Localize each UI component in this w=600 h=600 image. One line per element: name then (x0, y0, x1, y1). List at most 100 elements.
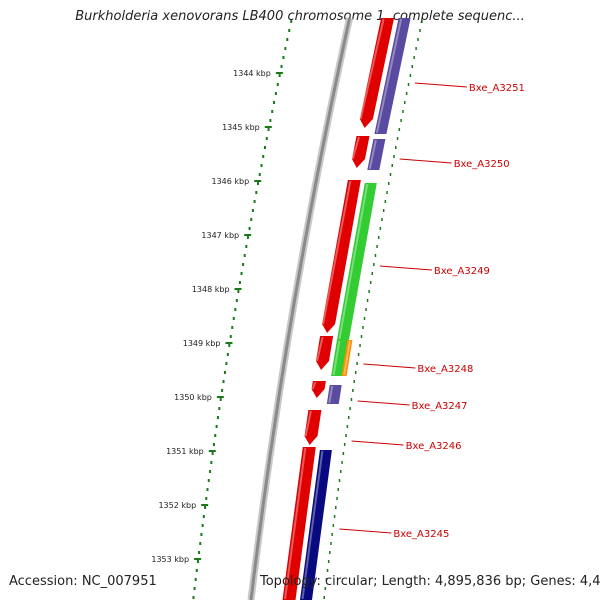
ruler-dot (282, 56, 285, 59)
gene-label[interactable]: Bxe_A3251 (469, 83, 525, 94)
ruler-dot (260, 164, 263, 167)
track-guide-dot (327, 560, 330, 563)
ruler-dot (246, 236, 249, 239)
ruler-dot (221, 389, 224, 392)
ruler-dot (232, 317, 235, 320)
track-guide-dot (335, 506, 337, 509)
track-guide-dot (337, 488, 340, 491)
ruler-tick-label: 1344 kbp (233, 69, 271, 78)
track-guide-dot (396, 137, 399, 140)
reverse-cds[interactable] (300, 450, 332, 600)
forward-cds[interactable] (282, 447, 316, 600)
reverse-cds[interactable] (367, 139, 386, 170)
ruler-dot (235, 299, 238, 302)
track-guide-dot (381, 218, 383, 221)
forward-cds[interactable] (316, 336, 334, 370)
ruler-dot (253, 200, 256, 203)
ruler-tick-label: 1348 kbp (192, 285, 230, 294)
track-guide-dot (391, 164, 393, 167)
ruler-dot (238, 281, 241, 284)
ruler-dot (202, 515, 205, 518)
track-guide-dot (332, 524, 335, 527)
track-guide-dot (405, 92, 408, 95)
ruler-dot (193, 587, 196, 590)
gene-label[interactable]: Bxe_A3250 (454, 159, 510, 170)
ruler-dot (255, 191, 258, 194)
track-guide-dot (384, 200, 387, 203)
ruler-tick-label: 1347 kbp (201, 231, 239, 240)
forward-cds[interactable] (304, 410, 322, 445)
ruler-major-tick (208, 450, 216, 452)
ruler-dot (195, 569, 198, 572)
track-guide-dot (352, 389, 354, 392)
track-guide-dot (407, 83, 410, 86)
track-guide-dot (379, 227, 382, 230)
ruler-major-tick (216, 396, 224, 398)
misc-feature[interactable] (336, 183, 377, 340)
forward-cds[interactable] (322, 180, 361, 333)
gene-label[interactable]: Bxe_A3246 (406, 441, 462, 452)
forward-cds[interactable] (359, 18, 395, 128)
ruler-dot (205, 497, 208, 500)
track-guide-dot (415, 47, 417, 50)
track-guide-dot (366, 299, 369, 302)
track-guide-dot (369, 281, 372, 284)
gene-labels: Bxe_A3251 Bxe_A3250 Bxe_A3249 Bxe_A3248 Bxe_… (339, 82, 525, 540)
ruler-tick-label: 1353 kbp (151, 555, 189, 564)
map-title: Burkholderia xenovorans LB400 chromosome… (75, 9, 525, 24)
track-guide-dot (393, 155, 395, 158)
track-guide-dot (398, 128, 401, 131)
genome-summary-text: Topology: circular; Length: 4,895,836 bp… (260, 574, 600, 589)
ruler-dot (245, 245, 248, 248)
ruler-dot (258, 173, 261, 176)
track-guide-dot (421, 20, 423, 23)
gene-label[interactable]: Bxe_A3247 (412, 401, 468, 412)
track-guide-dot (419, 29, 421, 32)
forward-cds[interactable] (351, 136, 370, 168)
ruler-dot (243, 254, 246, 257)
reverse-cds[interactable] (326, 385, 342, 404)
ruler-dot (290, 20, 293, 23)
gene-leader-line (399, 158, 452, 164)
ruler-dot (242, 263, 245, 266)
ruler-dot (280, 65, 283, 68)
ruler-dot (248, 227, 251, 230)
ruler-dot (210, 461, 213, 464)
track-guide-dot (365, 308, 367, 311)
ruler-dot (231, 326, 234, 329)
ruler-dot (225, 362, 228, 365)
gene-label[interactable]: Bxe_A3249 (434, 266, 490, 277)
track-guide-dot (354, 371, 357, 374)
track-guide-dot (338, 479, 341, 482)
reverse-cds[interactable] (374, 18, 411, 134)
track-guide-dot (374, 254, 377, 257)
repeat-feature[interactable] (341, 340, 353, 376)
track-guide-dot (356, 362, 358, 365)
ruler-dot (201, 524, 204, 527)
track-guide-dot (343, 443, 346, 446)
track-guide-dot (349, 407, 351, 410)
track-guide-dot (373, 263, 375, 266)
ruler-dot (199, 542, 202, 545)
gene-leader-line (414, 82, 467, 88)
ruler-dot (209, 470, 212, 473)
ruler-major-tick (264, 126, 272, 128)
ruler-dot (211, 452, 214, 455)
track-guide-dot (411, 65, 414, 68)
ruler-dot (284, 47, 287, 50)
track-guide-dot (404, 101, 406, 104)
backbone-line (249, 17, 352, 600)
ruler-dot (216, 416, 219, 419)
ruler-major-tick (225, 342, 233, 344)
ruler-dot (278, 74, 281, 77)
gene-label[interactable]: Bxe_A3248 (417, 364, 473, 375)
gene-leader-line (351, 440, 404, 446)
ruler-dot (262, 155, 265, 158)
gene-label[interactable]: Bxe_A3245 (393, 529, 449, 540)
accession-text: Accession: NC_007951 (9, 574, 157, 589)
ruler-dot (234, 308, 237, 311)
track-guide-dot (376, 245, 378, 248)
forward-cds[interactable] (311, 381, 326, 398)
track-guide-dot (417, 38, 419, 41)
